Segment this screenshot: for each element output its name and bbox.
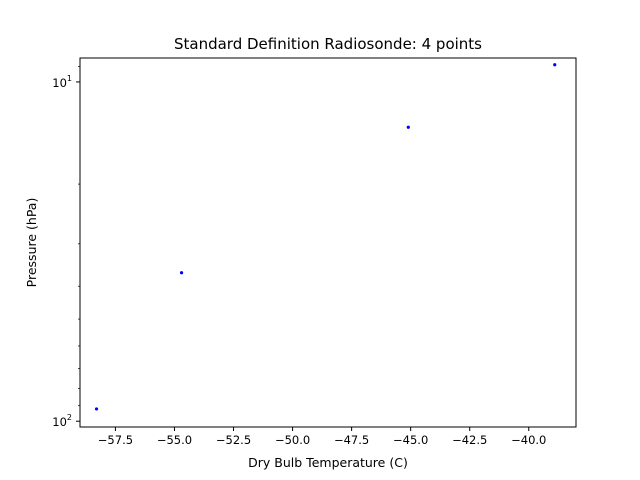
x-axis: −57.5 −55.0 −52.5 −50.0 −47.5 −45.0 −42.5 −40.0 [98,427,546,447]
x-tick-label: −57.5 [98,433,133,447]
x-tick-label: −52.5 [216,433,251,447]
data-point [406,125,410,129]
data-points [94,63,557,411]
x-tick-label: −42.5 [452,433,487,447]
y-tick-label: 101 [52,74,72,90]
x-tick-label: −40.0 [511,433,546,447]
y-axis: 101 102 [52,66,80,429]
x-tick-label: −50.0 [275,433,310,447]
x-tick-label: −45.0 [393,433,428,447]
y-tick-label: 102 [52,413,72,429]
plot-area [79,57,577,428]
x-tick-label: −55.0 [157,433,192,447]
data-point [553,63,557,67]
x-tick-label: −47.5 [334,433,369,447]
x-axis-label: Dry Bulb Temperature (C) [248,455,408,470]
chart-title: Standard Definition Radiosonde: 4 points [174,35,482,53]
y-axis-label: Pressure (hPa) [24,198,39,288]
data-point [179,271,184,275]
data-point [94,407,99,411]
